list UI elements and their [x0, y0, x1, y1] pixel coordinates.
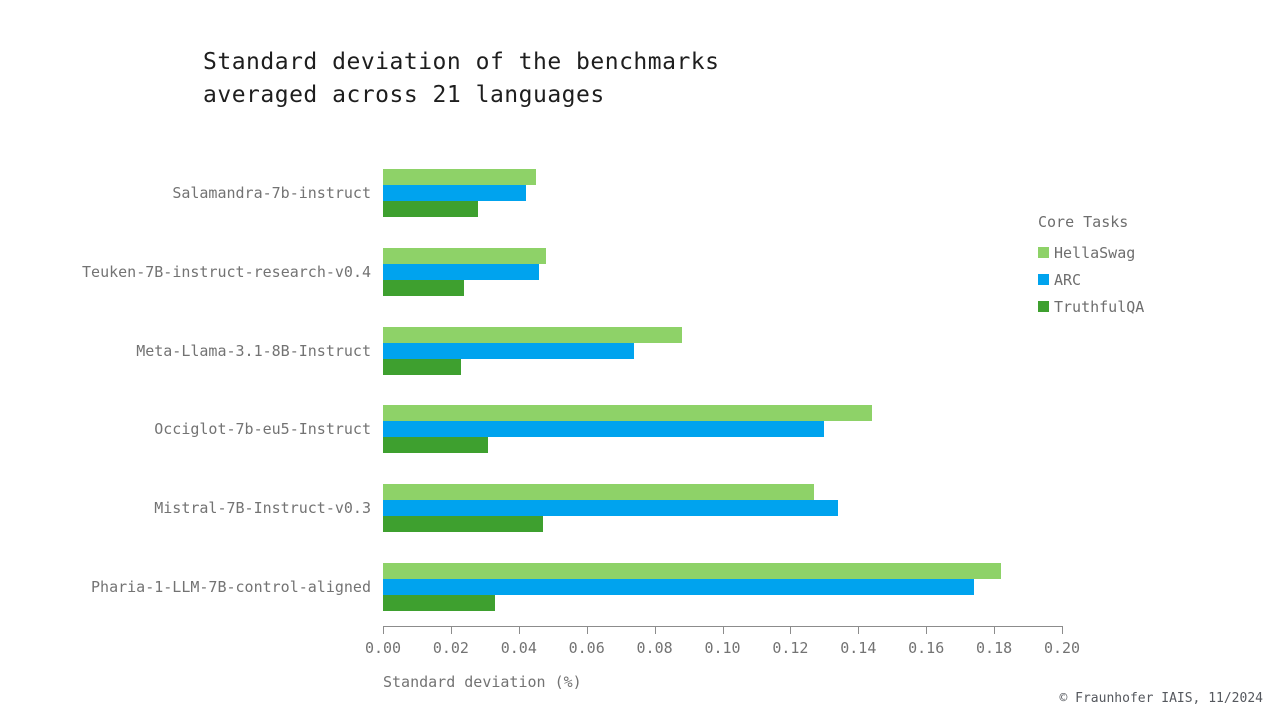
legend-item-arc: ARC	[1038, 270, 1144, 289]
bar-hellaswag	[383, 405, 872, 422]
bar-hellaswag	[383, 247, 546, 264]
x-axis-label: Standard deviation (%)	[383, 673, 582, 691]
bar-arc	[383, 263, 539, 280]
legend-label: HellaSwag	[1054, 243, 1136, 262]
bar-truthfulqa	[383, 595, 495, 611]
chart-title: Standard deviation of the benchmarks ave…	[203, 49, 720, 108]
x-axis-tick-label: 0.08	[636, 639, 673, 657]
category-label: Pharia-1-LLM-7B-control-aligned	[91, 578, 371, 596]
bar-arc	[383, 421, 824, 438]
category-label: Meta-Llama-3.1-8B-Instruct	[136, 341, 371, 360]
x-axis-tick-label: 0.06	[568, 639, 605, 657]
x-axis-tick	[926, 626, 928, 634]
x-axis-tick	[790, 626, 792, 634]
legend: Core Tasks HellaSwag ARC TruthfulQA	[1038, 213, 1144, 326]
bar-truthfulqa	[383, 358, 461, 375]
x-axis-tick-label: 0.16	[908, 639, 945, 657]
legend-swatch-icon	[1038, 247, 1049, 258]
x-axis-tick	[994, 626, 996, 634]
legend-label: ARC	[1054, 270, 1082, 289]
x-axis-tick-label: 0.04	[500, 639, 537, 657]
x-axis-tick	[450, 626, 452, 634]
category-label: Mistral-7B-Instruct-v0.3	[154, 499, 371, 518]
bar-arc	[383, 342, 634, 359]
legend-item-hellaswag: HellaSwag	[1038, 243, 1144, 262]
bar-arc	[383, 185, 526, 201]
x-axis-tick-label: 0.12	[772, 639, 809, 657]
x-axis-tick	[858, 626, 860, 634]
x-axis-tick-label: 0.02	[432, 639, 469, 657]
category-label: Teuken-7B-instruct-research-v0.4	[82, 262, 371, 281]
x-axis-tick	[383, 626, 384, 634]
legend-swatch-icon	[1038, 301, 1049, 312]
bar-truthfulqa	[383, 437, 488, 454]
bar-hellaswag	[383, 563, 1001, 579]
legend-items: HellaSwag ARC TruthfulQA	[1038, 243, 1145, 316]
x-axis-tick-label: 0.00	[364, 639, 402, 657]
x-axis-tick-label: 0.20	[1043, 639, 1081, 657]
x-axis-tick	[654, 626, 656, 634]
legend-swatch-icon	[1038, 274, 1049, 285]
bar-arc	[383, 579, 974, 595]
bar-truthfulqa	[383, 279, 464, 296]
copyright-note: © Fraunhofer IAIS, 11/2024	[1059, 691, 1264, 706]
category-label: Occiglot-7b-eu5-Instruct	[154, 420, 371, 439]
bar-hellaswag	[383, 169, 536, 185]
bar-arc	[383, 500, 838, 517]
bar-truthfulqa	[383, 201, 478, 217]
category-label: Salamandra-7b-instruct	[172, 184, 371, 202]
legend-label: TruthfulQA	[1054, 297, 1145, 316]
bar-hellaswag	[383, 326, 682, 343]
x-axis-tick	[1062, 626, 1063, 634]
bar-truthfulqa	[383, 516, 543, 533]
x-axis-tick	[518, 626, 520, 634]
x-axis-tick-label: 0.14	[840, 639, 877, 657]
bar-hellaswag	[383, 484, 814, 501]
x-axis-tick	[586, 626, 588, 634]
legend-title: Core Tasks	[1038, 213, 1129, 231]
x-axis-tick-label: 0.10	[704, 639, 741, 657]
legend-item-truthfulqa: TruthfulQA	[1038, 297, 1145, 316]
x-axis-tick	[722, 626, 724, 634]
x-axis-tick-label: 0.18	[976, 639, 1013, 657]
